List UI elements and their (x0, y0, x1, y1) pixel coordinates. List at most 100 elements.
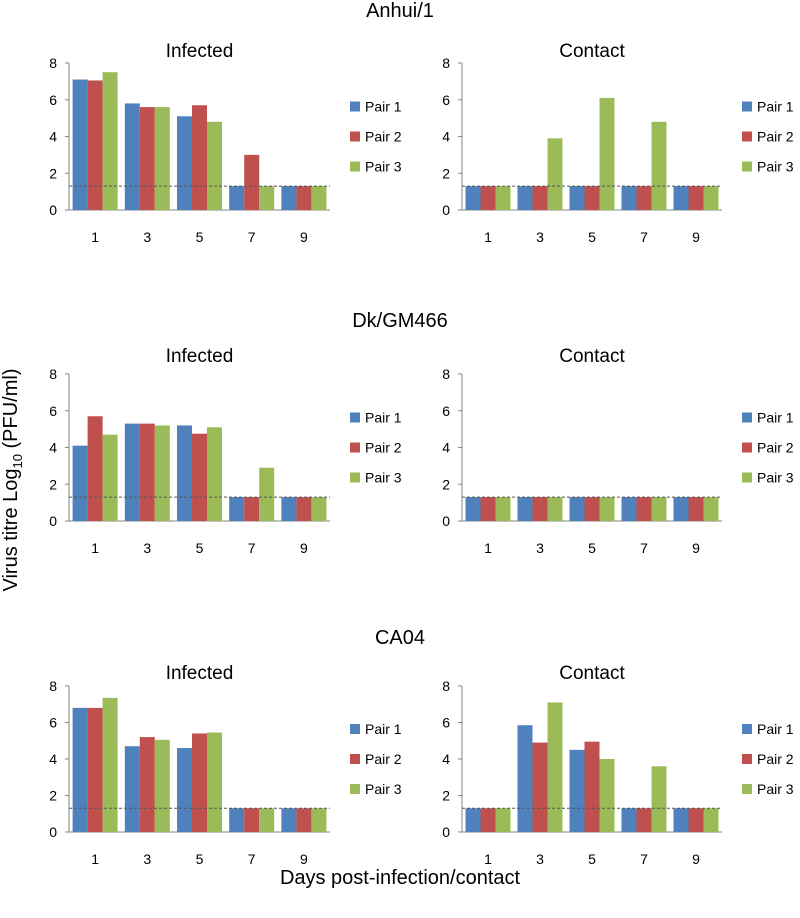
bar-pair-1-day-7 (229, 808, 245, 832)
bar-pair-3-day-1 (495, 497, 511, 521)
bar-pair-3-day-7 (651, 497, 667, 521)
bar-pair-3-day-5 (207, 121, 222, 210)
chart-anhui-1-contact: Contact 0 2 4 6 8 1 3 5 7 9 Pair 1 Pair 2 Pair 3 (442, 41, 794, 245)
bar-pair-2-day-3 (532, 497, 548, 521)
bar-pair-3-day-9 (311, 186, 327, 210)
y-tick-label: 0 (49, 202, 57, 218)
bar-pair-2-day-3 (532, 186, 548, 210)
legend-label-pair-3: Pair 3 (365, 159, 402, 175)
y-tick-label: 8 (49, 678, 57, 694)
bar-pair-1-day-9 (281, 186, 297, 210)
x-tick-label: 5 (588, 851, 596, 867)
x-tick-label: 7 (640, 540, 648, 556)
bar-pair-1-day-1 (72, 79, 88, 210)
legend-swatch-pair-3 (350, 784, 360, 794)
legend-label-pair-2: Pair 2 (365, 440, 402, 456)
panel-title-anhui-1-infected: Infected (166, 41, 234, 62)
y-tick-label: 4 (442, 440, 450, 456)
charts-container: Anhui/1 Infected 0 2 4 6 8 1 3 5 7 9 Pair 1 Pair 2 Pai… (49, 0, 794, 867)
x-tick-label: 3 (536, 229, 544, 245)
panel-title-dk-gm466-contact: Contact (559, 346, 625, 367)
y-tick-label: 0 (442, 202, 450, 218)
x-tick-label: 1 (484, 540, 492, 556)
bar-pair-2-day-7 (636, 808, 652, 832)
x-tick-label: 5 (588, 229, 596, 245)
bar-pair-3-day-7 (651, 766, 667, 832)
legend-label-pair-2: Pair 2 (757, 129, 794, 145)
legend-label-pair-3: Pair 3 (365, 470, 402, 486)
bar-pair-1-day-9 (673, 808, 689, 832)
legend-label-pair-2: Pair 2 (365, 751, 402, 767)
bar-pair-1-day-1 (465, 186, 481, 210)
y-tick-label: 6 (49, 92, 57, 108)
legend-swatch-pair-2 (350, 131, 360, 142)
y-tick-label: 0 (49, 824, 57, 840)
panel-title-ca04-contact: Contact (559, 663, 625, 684)
bar-pair-1-day-1 (465, 497, 481, 521)
y-axis-label: Virus titre Log10 (PFU/ml) (0, 368, 25, 591)
legend-swatch-pair-3 (742, 784, 752, 794)
legend-swatch-pair-2 (742, 754, 752, 764)
bar-pair-3-day-3 (547, 138, 563, 210)
bar-pair-2-day-7 (636, 186, 652, 210)
bar-pair-3-day-3 (154, 425, 170, 521)
bar-pair-2-day-7 (244, 154, 260, 210)
bar-pair-3-day-9 (311, 497, 327, 521)
bar-pair-3-day-3 (154, 107, 170, 210)
bar-pair-2-day-7 (244, 497, 260, 521)
bar-pair-2-day-1 (480, 808, 496, 832)
y-tick-label: 8 (442, 678, 450, 694)
bar-pair-2-day-9 (296, 186, 312, 210)
panel-title-anhui-1-contact: Contact (559, 41, 625, 62)
bar-pair-3-day-5 (599, 759, 615, 832)
bar-pair-1-day-5 (569, 497, 585, 521)
y-tick-label: 8 (49, 55, 57, 71)
y-tick-label: 8 (442, 366, 450, 382)
chart-anhui-1-infected: Anhui/1 Infected 0 2 4 6 8 1 3 5 7 9 Pair 1 Pair 2 Pai… (49, 0, 434, 245)
bar-pair-3-day-3 (547, 702, 563, 832)
legend-swatch-pair-1 (350, 724, 360, 734)
bar-pair-1-day-1 (72, 707, 88, 832)
legend-label-pair-2: Pair 2 (757, 751, 794, 767)
legend-label-pair-3: Pair 3 (365, 781, 402, 797)
bar-pair-3-day-5 (599, 97, 615, 210)
chart-ca04-infected: CA04 Infected 0 2 4 6 8 1 3 5 7 9 Pair 1 Pair 2 Pair 3 (49, 627, 425, 867)
bar-pair-1-day-3 (517, 725, 533, 832)
bar-pair-3-day-1 (102, 72, 118, 210)
x-tick-label: 9 (692, 229, 700, 245)
y-tick-label: 8 (442, 55, 450, 71)
bar-pair-2-day-5 (192, 105, 207, 210)
y-tick-label: 2 (442, 165, 450, 181)
legend-swatch-pair-2 (742, 131, 752, 142)
x-tick-label: 7 (248, 229, 256, 245)
bar-pair-3-day-7 (259, 467, 275, 521)
bar-pair-1-day-3 (124, 746, 140, 832)
legend-label-pair-3: Pair 3 (757, 781, 794, 797)
bar-pair-2-day-5 (192, 433, 207, 521)
x-tick-label: 3 (536, 851, 544, 867)
legend-swatch-pair-2 (742, 442, 752, 453)
legend-label-pair-1: Pair 1 (757, 410, 794, 426)
x-tick-label: 9 (692, 851, 700, 867)
legend-swatch-pair-1 (742, 724, 752, 734)
legend-swatch-pair-1 (742, 412, 752, 423)
bar-pair-2-day-1 (87, 416, 103, 521)
x-tick-label: 1 (484, 229, 492, 245)
group-title-dk-gm466: Dk/GM466 (352, 310, 448, 332)
bar-pair-3-day-9 (311, 808, 327, 832)
x-tick-label: 3 (143, 229, 151, 245)
bar-pair-2-day-7 (244, 808, 260, 832)
y-tick-label: 6 (49, 715, 57, 731)
y-tick-label: 6 (49, 403, 57, 419)
legend-label-pair-1: Pair 1 (365, 721, 402, 737)
y-tick-label: 2 (49, 788, 57, 804)
bar-pair-3-day-7 (259, 808, 275, 832)
legend-label-pair-2: Pair 2 (757, 440, 794, 456)
bar-pair-3-day-5 (207, 427, 222, 521)
bar-pair-1-day-5 (177, 116, 192, 210)
group-title-anhui-1: Anhui/1 (366, 0, 434, 22)
bar-pair-1-day-5 (569, 749, 585, 832)
legend-label-pair-3: Pair 3 (757, 159, 794, 175)
x-tick-label: 9 (692, 540, 700, 556)
